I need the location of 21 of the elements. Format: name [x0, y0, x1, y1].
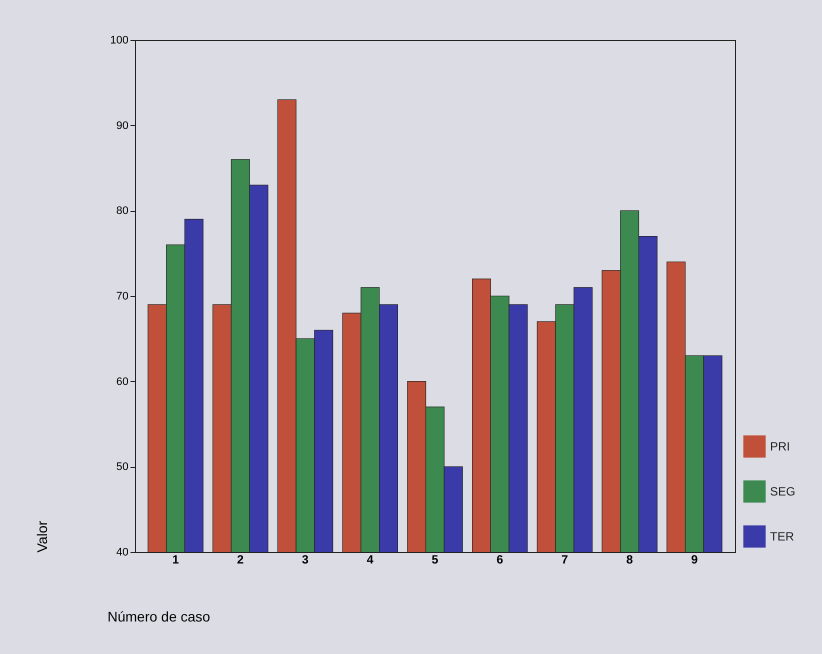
x-tick-label: 3: [302, 552, 309, 566]
x-tick-label: 6: [496, 552, 504, 566]
x-axis-title: Número de caso: [108, 608, 210, 624]
x-tick-label: 2: [237, 552, 244, 566]
y-tick-label: 70: [116, 290, 128, 302]
legend-label: PRI: [770, 440, 790, 454]
x-tick-label: 5: [432, 552, 439, 566]
y-tick-label: 100: [110, 34, 128, 46]
x-tick-label: 4: [366, 552, 374, 566]
y-axis-title: Valor: [34, 520, 50, 552]
legend-label: TER: [770, 530, 794, 544]
x-tick-label: 1: [172, 552, 180, 566]
x-tick-label: 7: [561, 552, 568, 566]
y-tick-label: 50: [116, 461, 128, 474]
y-tick-label: 80: [116, 205, 128, 218]
y-tick-label: 90: [116, 120, 128, 132]
y-tick-label: 60: [116, 376, 128, 388]
x-tick-label: 9: [691, 552, 698, 566]
legend-label: SEG: [770, 484, 796, 498]
y-tick-label: 40: [116, 546, 128, 558]
x-tick-label: 8: [626, 552, 634, 566]
